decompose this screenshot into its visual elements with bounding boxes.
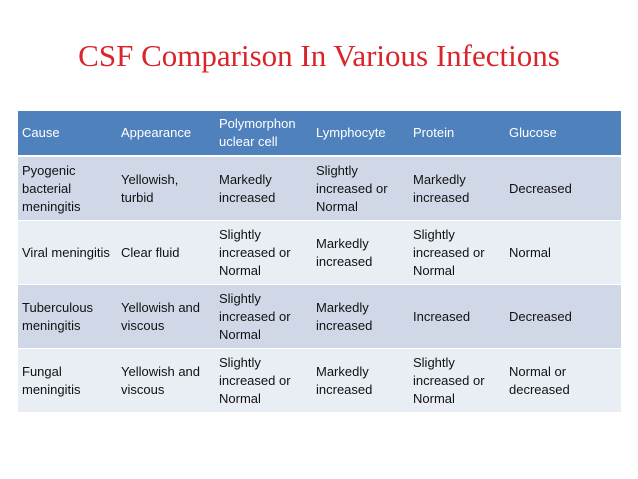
cell-glucose: Decreased — [504, 284, 621, 349]
header-polymorphonuclear-cell: Polymorphonuclear cell — [214, 111, 311, 157]
cell-lymphocyte: Markedly increased — [311, 284, 408, 349]
table-row: Viral meningitis Clear fluid Slightly in… — [18, 220, 621, 285]
cell-protein: Slightly increased or Normal — [408, 348, 504, 413]
cell-glucose: Normal — [504, 220, 621, 285]
cell-polymorphonuclear: Slightly increased or Normal — [214, 220, 311, 285]
cell-appearance: Yellowish, turbid — [116, 156, 214, 221]
cell-polymorphonuclear: Slightly increased or Normal — [214, 284, 311, 349]
header-lymphocyte: Lymphocyte — [311, 111, 408, 157]
cell-polymorphonuclear: Slightly increased or Normal — [214, 348, 311, 413]
cell-glucose: Normal or decreased — [504, 348, 621, 413]
table-header-row: Cause Appearance Polymorphonuclear cell … — [18, 111, 621, 157]
table-row: Fungal meningitis Yellowish and viscous … — [18, 348, 621, 413]
cell-cause: Pyogenic bacterial meningitis — [18, 156, 116, 221]
cell-cause: Viral meningitis — [18, 220, 116, 285]
table-row: Tuberculous meningitis Yellowish and vis… — [18, 284, 621, 349]
header-appearance: Appearance — [116, 111, 214, 157]
cell-cause: Fungal meningitis — [18, 348, 116, 413]
cell-lymphocyte: Slightly increased or Normal — [311, 156, 408, 221]
cell-lymphocyte: Markedly increased — [311, 220, 408, 285]
header-protein: Protein — [408, 111, 504, 157]
cell-polymorphonuclear: Markedly increased — [214, 156, 311, 221]
cell-protein: Slightly increased or Normal — [408, 220, 504, 285]
cell-protein: Markedly increased — [408, 156, 504, 221]
cell-appearance: Yellowish and viscous — [116, 348, 214, 413]
cell-lymphocyte: Markedly increased — [311, 348, 408, 413]
csf-comparison-table: Cause Appearance Polymorphonuclear cell … — [18, 111, 621, 413]
table-row: Pyogenic bacterial meningitis Yellowish,… — [18, 156, 621, 221]
cell-appearance: Yellowish and viscous — [116, 284, 214, 349]
cell-protein: Increased — [408, 284, 504, 349]
header-cause: Cause — [18, 111, 116, 157]
cell-cause: Tuberculous meningitis — [18, 284, 116, 349]
header-glucose: Glucose — [504, 111, 621, 157]
slide-title: CSF Comparison In Various Infections — [78, 38, 560, 73]
cell-appearance: Clear fluid — [116, 220, 214, 285]
cell-glucose: Decreased — [504, 156, 621, 221]
